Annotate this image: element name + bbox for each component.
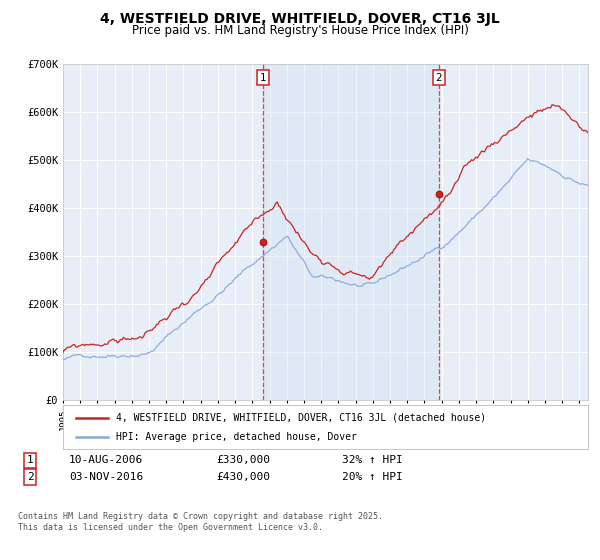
Text: 4, WESTFIELD DRIVE, WHITFIELD, DOVER, CT16 3JL (detached house): 4, WESTFIELD DRIVE, WHITFIELD, DOVER, CT… xyxy=(115,413,485,423)
Text: Price paid vs. HM Land Registry's House Price Index (HPI): Price paid vs. HM Land Registry's House … xyxy=(131,24,469,37)
Text: HPI: Average price, detached house, Dover: HPI: Average price, detached house, Dove… xyxy=(115,432,356,442)
Text: 4, WESTFIELD DRIVE, WHITFIELD, DOVER, CT16 3JL: 4, WESTFIELD DRIVE, WHITFIELD, DOVER, CT… xyxy=(100,12,500,26)
Bar xyxy=(263,64,439,400)
Text: £330,000: £330,000 xyxy=(216,455,270,465)
Text: 32% ↑ HPI: 32% ↑ HPI xyxy=(342,455,403,465)
Text: 03-NOV-2016: 03-NOV-2016 xyxy=(69,472,143,482)
Text: 2: 2 xyxy=(436,73,442,83)
Text: 10-AUG-2006: 10-AUG-2006 xyxy=(69,455,143,465)
Text: Contains HM Land Registry data © Crown copyright and database right 2025.
This d: Contains HM Land Registry data © Crown c… xyxy=(18,512,383,532)
Text: 2: 2 xyxy=(26,472,34,482)
Text: 1: 1 xyxy=(260,73,266,83)
Text: 1: 1 xyxy=(26,455,34,465)
Text: 20% ↑ HPI: 20% ↑ HPI xyxy=(342,472,403,482)
Text: £430,000: £430,000 xyxy=(216,472,270,482)
